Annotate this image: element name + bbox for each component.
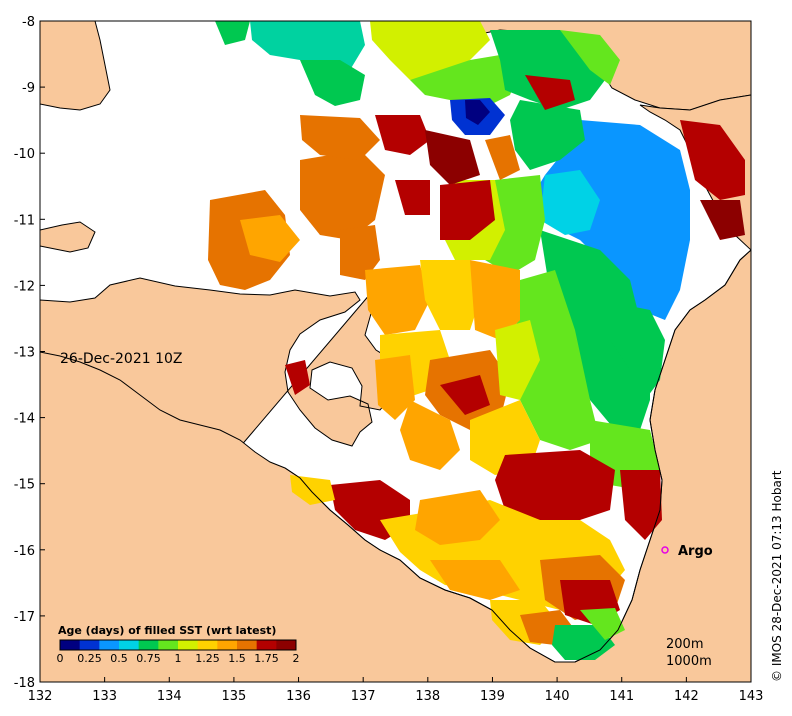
lat-tick-label: -15 [14,478,35,493]
lat-tick-label: -9 [22,81,35,96]
lon-tick-label: 141 [609,689,634,704]
lon-tick-label: 138 [415,689,440,704]
colorbar-swatch [256,640,277,650]
south-coastline [284,249,751,663]
lon-tick-label: 136 [286,689,311,704]
colorbar-swatch [99,640,120,650]
lon-tick-label: 132 [28,689,53,704]
lon-tick-label: 142 [674,689,699,704]
colorbar-swatch [119,640,140,650]
colorbar-swatch [276,640,297,650]
colorbar-tick-label: 1.75 [254,652,279,665]
colorbar-swatch [197,640,218,650]
lon-tick-label: 139 [480,689,505,704]
colorbar [59,639,297,651]
sst-age-field [208,21,745,660]
lat-tick-label: -12 [14,279,35,294]
depth-label-200m: 200m [666,637,703,652]
lon-tick-label: 133 [92,689,117,704]
lon-tick-label: 137 [351,689,376,704]
lon-tick-label: 134 [157,689,182,704]
lat-tick-label: -10 [14,147,35,162]
lat-tick-label: -13 [14,346,35,361]
colorbar-tick-label: 0.75 [136,652,161,665]
legend-title: Age (days) of filled SST (wrt latest) [58,624,276,637]
colorbar-ticks: 0 0.25 0.5 0.75 1 1.25 1.5 1.75 2 [57,652,300,665]
colorbar-swatch [138,640,159,650]
lon-tick-label: 140 [545,689,570,704]
longitude-axis: 132 133 134 135 136 137 138 139 140 141 142 143 [28,677,764,704]
colorbar-tick-label: 2 [293,652,300,665]
lat-tick-label: -16 [14,544,35,559]
colorbar-tick-label: 0 [57,652,64,665]
lat-tick-label: -14 [14,412,35,427]
latitude-axis: -8 -9 -10 -11 -12 -13 -14 -15 -16 -17 -18 [14,15,45,691]
argo-label: Argo [678,544,713,559]
lat-tick-label: -11 [14,213,35,228]
colorbar-tick-label: 0.5 [110,652,128,665]
colorbar-swatch [158,640,179,650]
depth-label-1000m: 1000m [666,654,712,669]
land-masses [40,21,751,682]
colorbar-swatch [217,640,238,650]
colorbar-tick-label: 1.25 [195,652,220,665]
colorbar-tick-label: 1.5 [228,652,246,665]
argo-marker-icon[interactable] [661,546,669,554]
credit-label: © IMOS 28-Dec-2021 07:13 Hobart [770,470,784,682]
lat-tick-label: -17 [14,610,35,625]
lat-tick-label: -8 [22,15,35,30]
lon-tick-label: 143 [739,689,764,704]
colorbar-frame [59,639,297,651]
date-label: 26-Dec-2021 10Z [60,351,183,367]
colorbar-tick-label: 1 [175,652,182,665]
colorbar-swatch [60,640,81,650]
lat-tick-label: -18 [14,676,35,691]
colorbar-swatch [237,640,258,650]
colorbar-tick-label: 0.25 [77,652,102,665]
lon-tick-label: 135 [221,689,246,704]
colorbar-swatch [79,640,100,650]
colorbar-swatch [178,640,199,650]
